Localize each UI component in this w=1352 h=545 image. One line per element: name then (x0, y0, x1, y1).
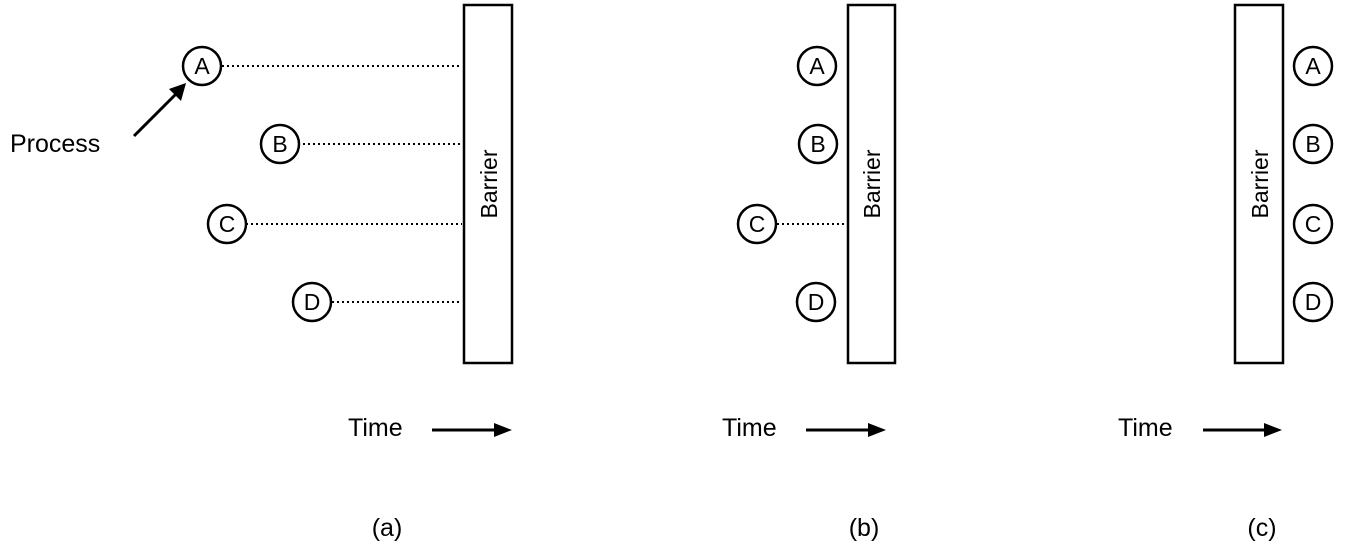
process-label: A (809, 53, 825, 79)
time-arrow (1203, 423, 1282, 437)
barrier-label: Barrier (1247, 149, 1273, 218)
time-label: Time (722, 414, 777, 442)
process-label: D (1305, 289, 1322, 315)
panel-a: Barrier A B C D Process Time (10, 3, 514, 542)
process-b: B (1292, 123, 1334, 165)
process-label: B (810, 131, 825, 157)
barrier (462, 3, 514, 365)
process-c: C (736, 203, 778, 245)
process-label: A (194, 53, 210, 79)
process-label: C (749, 211, 766, 237)
process-label: D (808, 289, 825, 315)
process-d: D (291, 281, 333, 323)
process-a: A (1292, 45, 1334, 87)
time-arrow (806, 423, 886, 437)
process-label: D (304, 289, 321, 315)
process-c: C (206, 203, 248, 245)
process-a: A (796, 45, 838, 87)
process-c: C (1292, 203, 1334, 245)
process-label: B (1305, 131, 1320, 157)
process-label: A (1305, 53, 1321, 79)
panel-caption: (a) (372, 514, 403, 542)
process-d: D (1292, 281, 1334, 323)
time-label: Time (348, 414, 403, 442)
process-d: D (795, 281, 837, 323)
panel-b: Barrier A B C D Time (b) (722, 3, 897, 542)
panel-caption: (c) (1247, 514, 1276, 542)
barrier (846, 3, 897, 365)
process-label: C (219, 211, 236, 237)
time-arrow (432, 423, 512, 437)
process-label: B (272, 131, 287, 157)
process-pointer-arrow (132, 83, 186, 138)
process-b: B (797, 123, 839, 165)
process-pointer-label: Process (10, 130, 100, 158)
panel-caption: (b) (849, 514, 880, 542)
barrier-label: Barrier (859, 149, 885, 218)
process-a: A (181, 45, 223, 87)
barrier-label: Barrier (476, 149, 502, 218)
process-label: C (1305, 211, 1322, 237)
time-label: Time (1118, 414, 1173, 442)
process-b: B (259, 123, 301, 165)
barrier (1233, 3, 1285, 365)
panel-c: Barrier A B C D Time (c) (1118, 3, 1334, 542)
